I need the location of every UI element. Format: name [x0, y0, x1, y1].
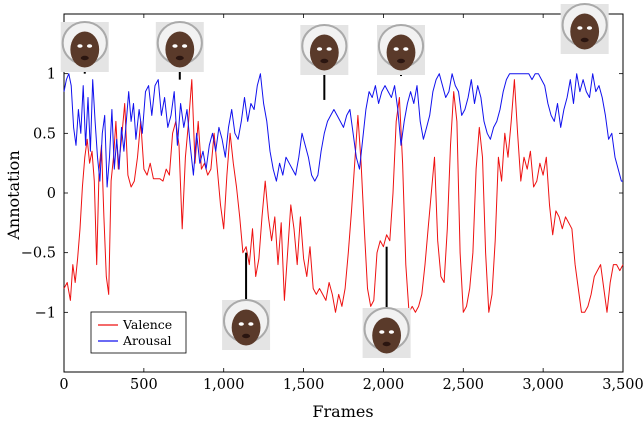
face-skin: [570, 13, 600, 50]
left-eye: [393, 47, 399, 51]
face-skin: [309, 34, 339, 71]
series-layer: [63, 73, 624, 313]
right-eye: [248, 322, 254, 326]
face-thumbnail-7: [560, 3, 609, 54]
axes-layer: 0 500 1,000 1,500 2,000 2,500 3,000 3,500 −1 −0.5…: [21, 14, 643, 393]
face-thumbnail-5: [362, 246, 411, 358]
right-eye: [86, 44, 93, 48]
mouth: [80, 55, 89, 61]
right-eye: [586, 26, 593, 30]
face-thumbnail-6: [376, 24, 425, 77]
x-tick-label: 3,000: [522, 377, 564, 393]
right-eye: [181, 44, 188, 48]
legend: Valence Arousal: [90, 311, 187, 354]
legend-label-valence: Valence: [122, 317, 172, 332]
x-tick-label: 2,000: [363, 377, 405, 393]
left-eye: [577, 26, 583, 30]
y-tick-label: −0.5: [21, 246, 56, 262]
mouth: [396, 58, 405, 64]
mouth: [320, 58, 329, 64]
legend-label-arousal: Arousal: [122, 333, 171, 348]
face-annotations: [60, 3, 609, 358]
y-tick-label: 0: [47, 186, 56, 202]
y-tick-label: 1: [47, 67, 56, 83]
face-thumbnail-2: [155, 21, 204, 80]
face-thumbnail-4: [300, 24, 349, 100]
y-axis-title: Annotation: [4, 150, 23, 240]
right-eye: [388, 330, 395, 334]
face-thumbnail-3: [222, 252, 271, 350]
face-skin: [70, 31, 100, 68]
legend-box: [90, 311, 187, 354]
face-skin: [386, 34, 416, 71]
right-eye: [403, 47, 409, 51]
left-eye: [172, 44, 178, 48]
mouth: [382, 341, 391, 347]
mouth: [242, 333, 251, 339]
y-tick-label: 0.5: [33, 126, 56, 142]
x-tick-label: 1,000: [203, 377, 245, 393]
x-axis-title: Frames: [312, 402, 373, 421]
left-eye: [379, 330, 385, 334]
y-tick-label: −1: [35, 305, 56, 321]
left-eye: [316, 47, 323, 51]
face-skin: [231, 309, 261, 346]
face-skin: [372, 317, 402, 354]
series-line-arousal: [63, 73, 623, 188]
face-thumbnail-1: [60, 21, 109, 74]
x-tick-label: 2,500: [443, 377, 485, 393]
x-tick-label: 1,500: [283, 377, 325, 393]
x-tick-label: 3,500: [602, 377, 643, 393]
x-tick-label: 500: [130, 377, 158, 393]
left-eye: [238, 322, 244, 326]
face-skin: [165, 31, 195, 68]
left-eye: [77, 44, 83, 48]
mouth: [580, 37, 589, 43]
series-line-valence: [63, 79, 624, 313]
x-tick-label: 0: [59, 377, 68, 393]
right-eye: [326, 47, 332, 51]
mouth: [175, 55, 184, 61]
